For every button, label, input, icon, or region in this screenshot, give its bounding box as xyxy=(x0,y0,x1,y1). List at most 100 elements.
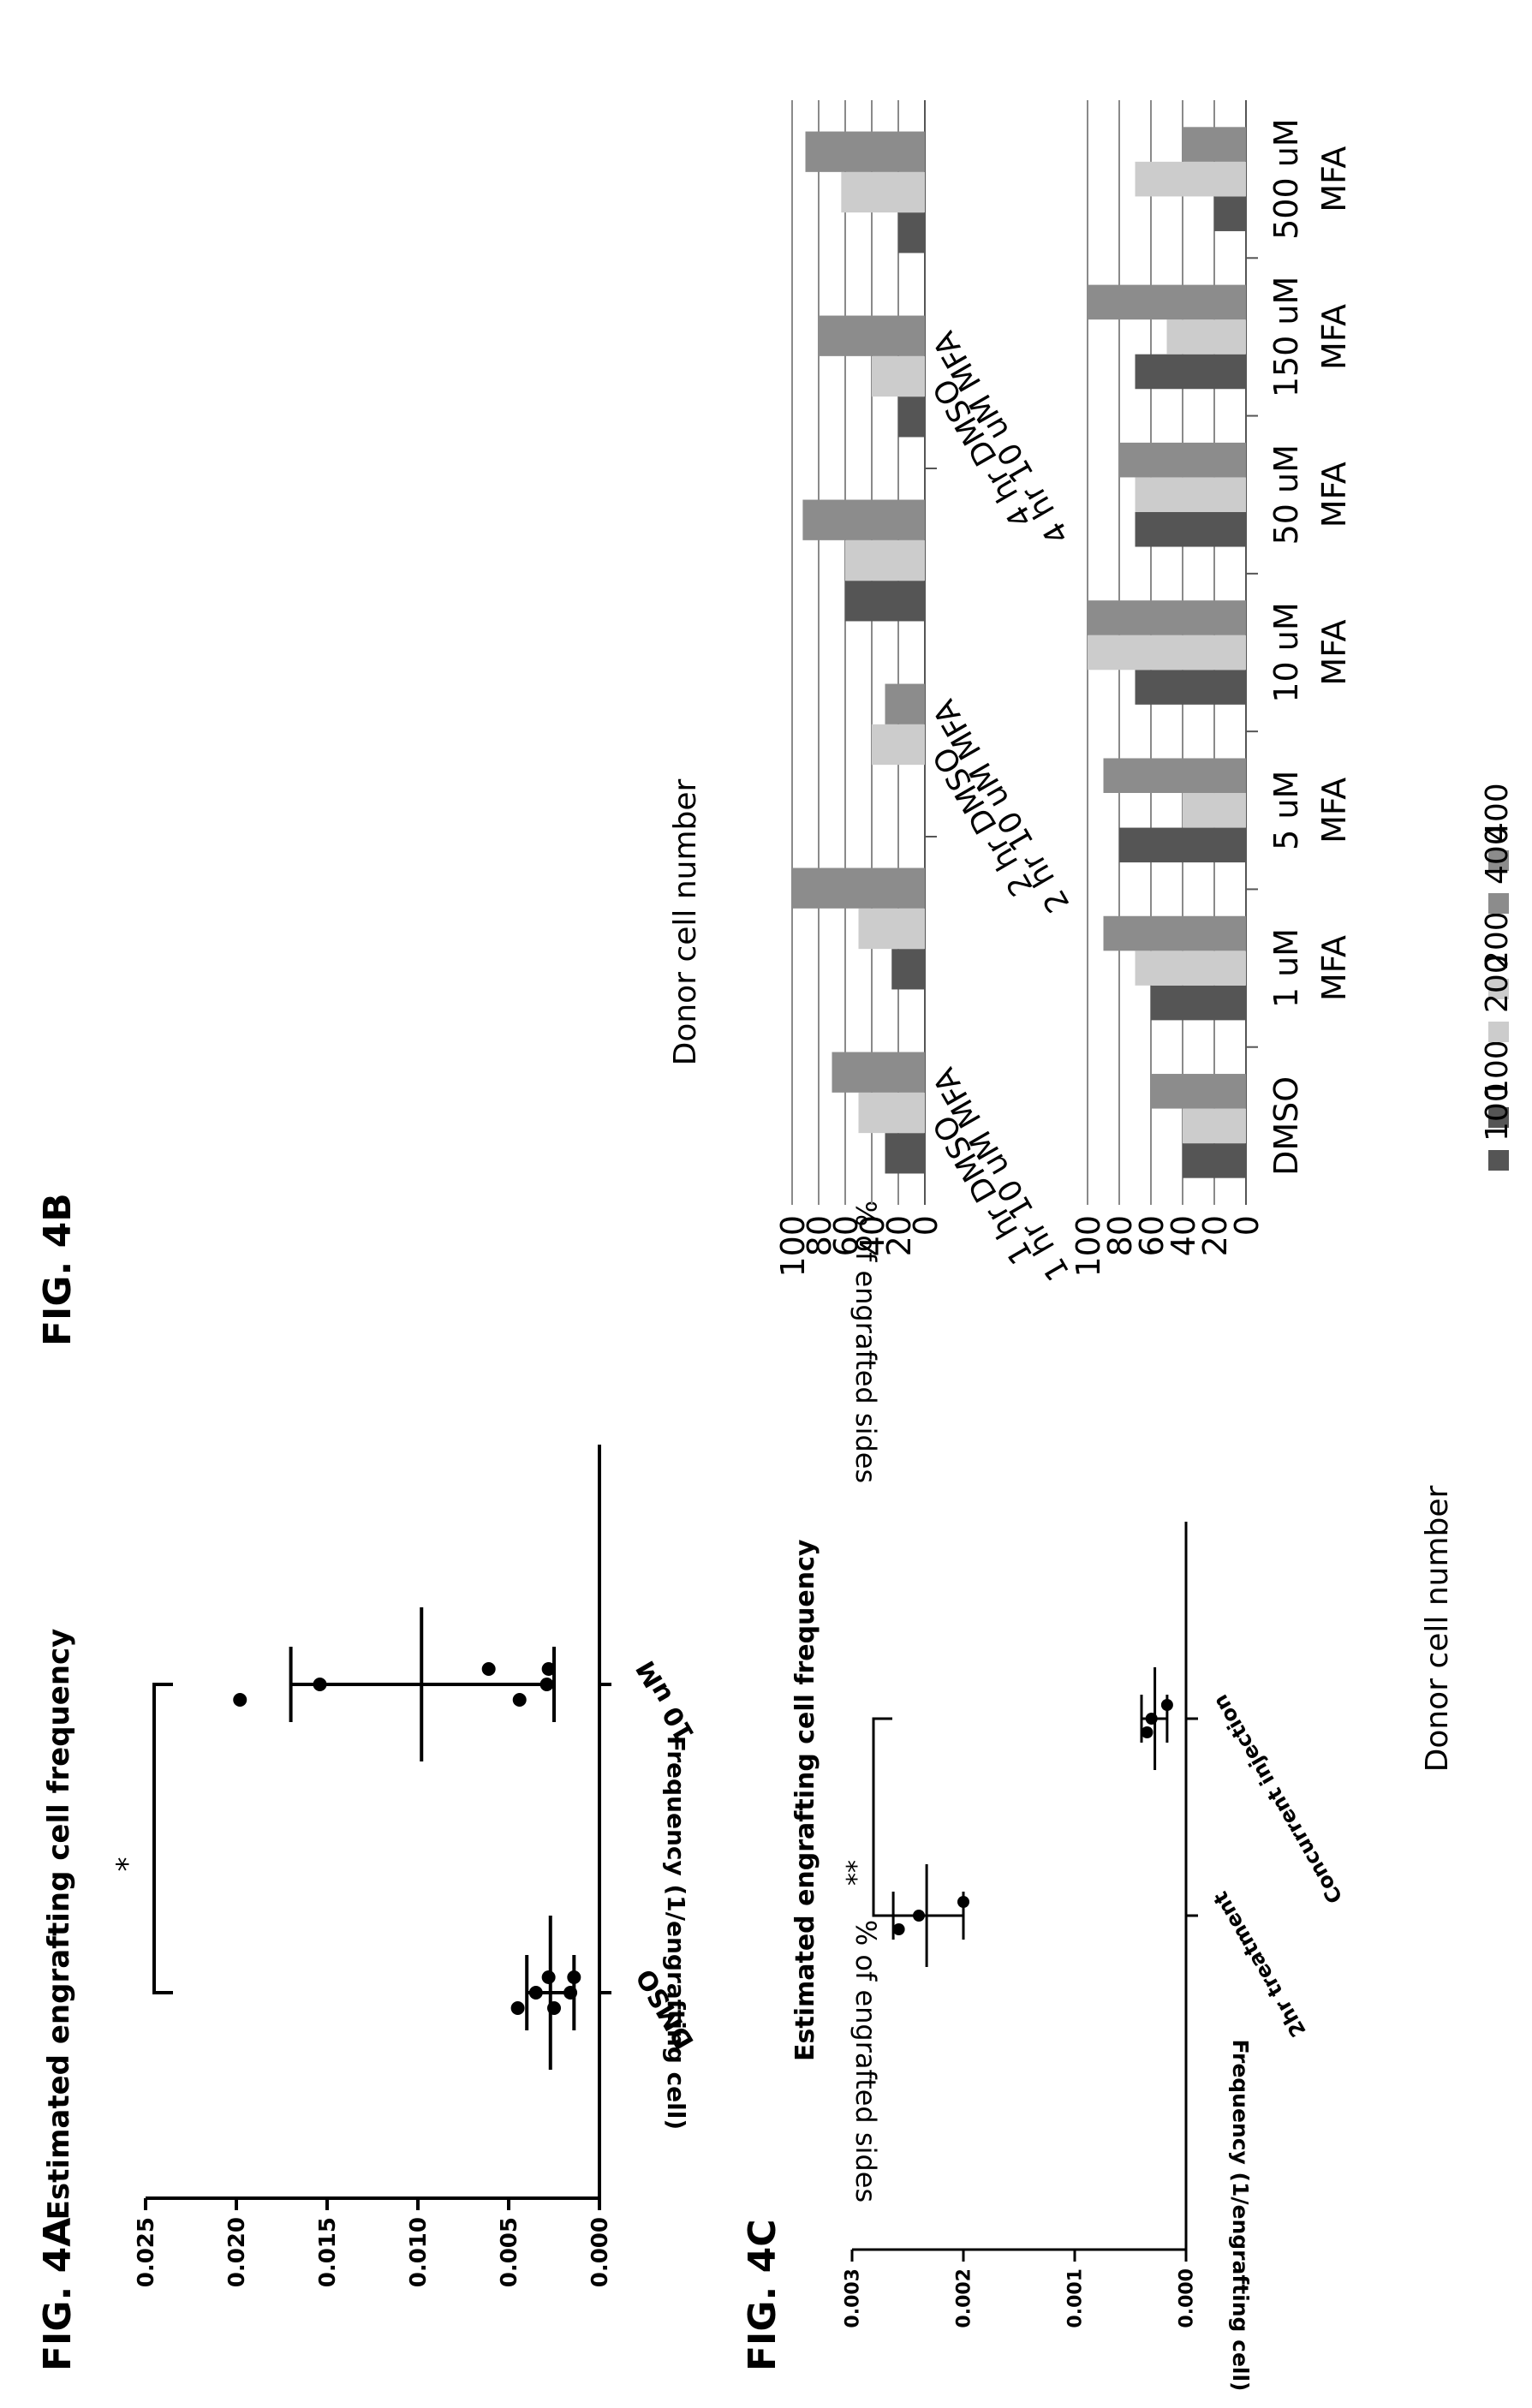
fig4b-y-tick-label: 40 xyxy=(1165,1215,1202,1256)
fig4a-data-point xyxy=(541,1970,556,1984)
fig4b-label: FIG. 4B xyxy=(36,1193,80,1346)
fig4b-category-label: MFA xyxy=(1315,935,1353,1001)
fig4a-significance: * xyxy=(110,1857,145,1872)
fig4c-label: FIG. 4C xyxy=(741,2220,784,2371)
fig4b-bar-200 xyxy=(1088,635,1246,671)
fig4a-y-tick-label: 0.010 xyxy=(406,2217,432,2287)
fig4d-legend-label-200: 200 xyxy=(1480,954,1515,1013)
fig4b-legend-label-400: 400 xyxy=(1480,783,1515,842)
fig4d-bar-400 xyxy=(832,1052,925,1093)
fig4a-significance-bracket xyxy=(152,1683,173,1994)
fig4d-bar-200 xyxy=(858,908,925,950)
fig4d-bar-200 xyxy=(872,724,925,766)
fig4a-data-point xyxy=(512,1693,527,1707)
fig4a-data-point xyxy=(481,1662,496,1676)
fig4b-bar-100 xyxy=(1135,511,1246,547)
fig4b-category-label: MFA xyxy=(1315,146,1353,212)
fig4c-title: Estimated engrafting cell frequency xyxy=(790,1539,820,2061)
fig4d-bar-100 xyxy=(891,949,925,990)
fig4a-y-axis-label: Frequency (1/engrafting cell) xyxy=(662,1736,690,2130)
fig4c-y-axis-label: Frequency (1/engrafting cell) xyxy=(1228,2040,1253,2392)
fig4d-bar-400 xyxy=(792,867,925,909)
fig4b-category-label: 5 uM xyxy=(1267,771,1305,850)
fig4b-y-tick-label: 80 xyxy=(1101,1215,1139,1256)
fig4b-legend-swatch-200 xyxy=(1488,979,1509,999)
fig4d-y-axis-label: % of engrafted sides xyxy=(849,1920,882,2202)
fig4b-chart: % of engrafted sides Donor cell number 0… xyxy=(668,100,1515,1483)
fig4b-bar-400 xyxy=(1119,442,1246,478)
fig4d-y-tick-label: 0 xyxy=(907,1215,945,1236)
fig4b-bar-400 xyxy=(1103,915,1246,951)
fig4a-data-point xyxy=(541,1662,556,1676)
fig4b-y-tick-label: 0 xyxy=(1228,1215,1266,1236)
fig4d-legend-swatch-200 xyxy=(1488,1022,1509,1042)
fig4a-title: Estimated engrafting cell frequency xyxy=(42,1629,76,2220)
fig4d-legend-label-400: 400 xyxy=(1480,826,1515,885)
fig4c-significance: ** xyxy=(842,1860,872,1886)
fig4b-y-tick-label: 20 xyxy=(1196,1215,1234,1256)
fig4b-bar-400 xyxy=(1088,600,1246,635)
fig4b-y-tick-label: 60 xyxy=(1133,1215,1171,1256)
fig4d-legend-label-100: 100 xyxy=(1480,1082,1515,1141)
fig4b-category-label: MFA xyxy=(1315,778,1353,843)
fig4b-legend-title: Donor cell number xyxy=(668,778,703,1065)
fig4c-y-tick-label: 0.003 xyxy=(843,2268,864,2328)
fig4b-category-label: 10 uM xyxy=(1267,602,1305,702)
fig4b-category-label: 150 uM xyxy=(1267,277,1305,397)
fig4a-y-tick-label: 0.020 xyxy=(224,2217,250,2287)
fig4b-bar-200 xyxy=(1166,319,1246,355)
fig4c-y-tick-label: 0.001 xyxy=(1065,2268,1087,2328)
fig4b-bar-400 xyxy=(1151,1074,1246,1109)
fig4a-chart: Estimated engrafting cell frequency Freq… xyxy=(42,1445,701,2287)
fig4d-y-tick-label: 80 xyxy=(801,1215,838,1256)
fig4b-bar-400 xyxy=(1103,758,1246,794)
fig4b-category-label: 50 uM xyxy=(1267,444,1305,545)
fig4b-bar-400 xyxy=(1088,284,1246,320)
fig4a-data-point xyxy=(233,1693,247,1707)
fig4d-bar-100 xyxy=(898,212,925,253)
fig4b-legend-swatch-100 xyxy=(1488,1107,1509,1128)
fig4d-legend-swatch-400 xyxy=(1488,893,1509,914)
fig4d-bar-400 xyxy=(819,315,925,356)
fig4d-y-tick-label: 20 xyxy=(880,1215,918,1256)
fig4b-category-label: 500 uM xyxy=(1267,118,1305,239)
fig4d-bar-400 xyxy=(802,499,926,540)
fig4b-bar-100 xyxy=(1135,354,1246,390)
fig4d-y-tick-label: 60 xyxy=(827,1215,865,1256)
fig4d-y-tick-label: 40 xyxy=(854,1215,891,1256)
fig4b-bar-100 xyxy=(1119,827,1246,863)
fig4d-y-tick-label: 100 xyxy=(774,1215,812,1278)
fig4b-legend-label-200: 200 xyxy=(1480,911,1515,970)
fig4a-y-tick-label: 0.025 xyxy=(134,2217,159,2287)
fig4c-y-tick-label: 0.002 xyxy=(954,2268,975,2328)
fig4a-y-tick-label: 0.015 xyxy=(315,2217,341,2287)
fig4a-y-tick-label: 0.000 xyxy=(587,2217,613,2287)
fig4b-category-label: 1 uM xyxy=(1267,928,1305,1008)
fig4c-significance-bracket xyxy=(872,1717,892,1917)
fig4b-legend-swatch-400 xyxy=(1488,850,1509,871)
fig4b-y-tick-label: 100 xyxy=(1070,1215,1107,1278)
fig4b-bar-400 xyxy=(1183,127,1246,162)
fig4d-bar-100 xyxy=(898,396,925,438)
fig4b-bar-100 xyxy=(1214,196,1246,231)
fig4c-data-point xyxy=(1141,1726,1153,1738)
fig4b-bar-200 xyxy=(1135,477,1246,512)
fig4d-bar-200 xyxy=(845,539,925,581)
fig4a-label: FIG. 4A xyxy=(36,2218,80,2371)
fig4b-bar-100 xyxy=(1135,670,1246,705)
fig4b-bar-200 xyxy=(1135,161,1246,197)
fig4b-bar-200 xyxy=(1183,1108,1246,1144)
fig4b-bar-200 xyxy=(1135,951,1246,986)
fig4c-data-point xyxy=(892,1923,905,1935)
fig4b-y-axis-label: % of engrafted sides xyxy=(849,1201,882,1483)
fig4d-bar-400 xyxy=(805,131,925,172)
fig4d-bar-200 xyxy=(841,171,925,213)
fig4d-bar-400 xyxy=(885,683,925,724)
fig4d-bar-100 xyxy=(885,1133,925,1174)
fig4b-category-label: MFA xyxy=(1315,304,1353,370)
fig4d-bar-100 xyxy=(845,581,925,622)
fig4a-y-tick-label: 0.005 xyxy=(497,2217,522,2287)
fig4b-bar-100 xyxy=(1151,985,1246,1021)
